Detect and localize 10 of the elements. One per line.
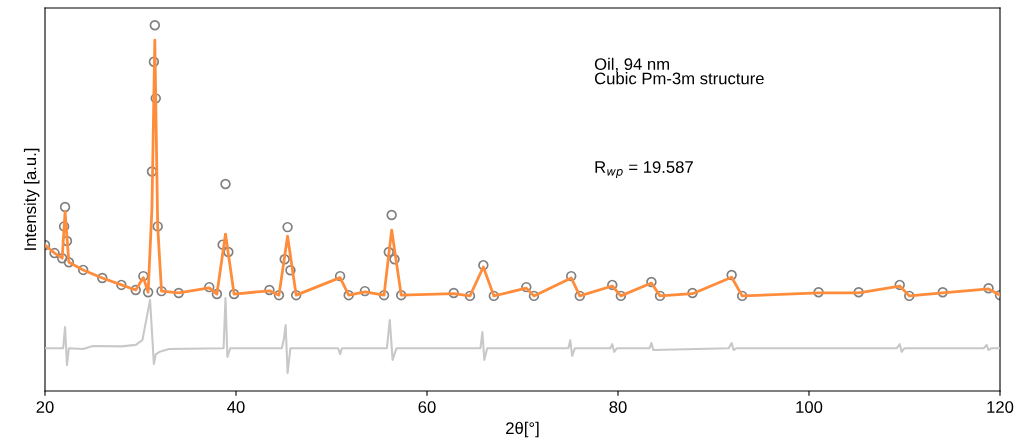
x-tick-label: 80 (609, 401, 627, 413)
annotation: Oil, 94 nm Cubic Pm-3m structure (594, 57, 764, 85)
y-axis-title: Intensity [a.u.] (23, 148, 40, 250)
x-axis-title: 2θ[°] (506, 421, 539, 438)
x-tick-label: 100 (796, 401, 823, 413)
x-tick-label: 40 (227, 401, 245, 413)
x-tick-label: 120 (987, 401, 1014, 413)
x-tick-label: 20 (36, 401, 54, 413)
x-tick-label: 60 (418, 401, 436, 413)
annotation: R$_{wp}$ = 19.587 (595, 161, 693, 178)
